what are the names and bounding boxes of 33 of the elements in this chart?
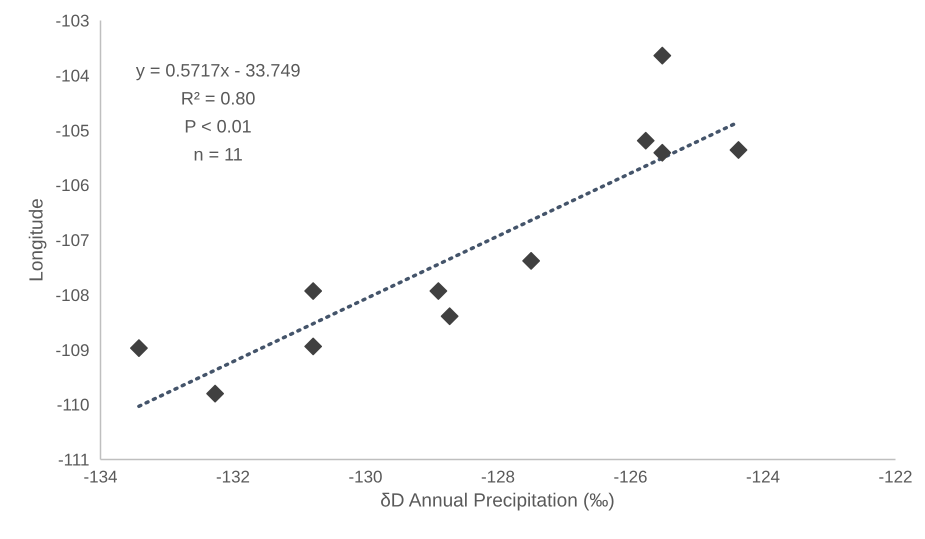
annotation: n = 11: [194, 144, 243, 164]
point: [429, 282, 448, 300]
x-tick-label: -134: [83, 468, 118, 486]
y-tick-label: -106: [55, 176, 90, 196]
x-tick-label: -122: [878, 468, 913, 486]
point: [636, 132, 655, 150]
y-tick-label: -110: [56, 396, 90, 415]
point: [304, 337, 322, 356]
point: [130, 339, 148, 358]
point: [653, 46, 672, 65]
y-tick-label: -103: [55, 12, 90, 30]
y-tick-label: -105: [55, 121, 90, 140]
y-tick-label: -104: [55, 66, 90, 86]
y-axis-title: Longitude: [26, 198, 48, 282]
y-tick-label: -111: [58, 450, 90, 470]
point: [206, 384, 224, 403]
point: [522, 252, 540, 270]
x-tick-label: -132: [216, 468, 250, 486]
y-tick-label: -109: [55, 340, 90, 360]
x-tick-label: -124: [746, 468, 780, 486]
annotation: y = 0.5717x - 33.749: [136, 60, 300, 80]
x-tick-label: -130: [348, 468, 383, 486]
y-tick-label: -108: [55, 286, 90, 305]
annotation: R² = 0.80: [180, 88, 256, 108]
point: [730, 141, 748, 159]
point: [304, 282, 322, 300]
annotation: P < 0.01: [184, 116, 252, 136]
x-axis-title: δD Annual Precipitation (‰): [380, 490, 615, 512]
x-tick-label: -128: [480, 468, 516, 486]
point: [440, 307, 459, 326]
y-tick-label: -107: [55, 231, 90, 250]
x-tick-label: -126: [613, 468, 648, 486]
point: [653, 144, 672, 162]
